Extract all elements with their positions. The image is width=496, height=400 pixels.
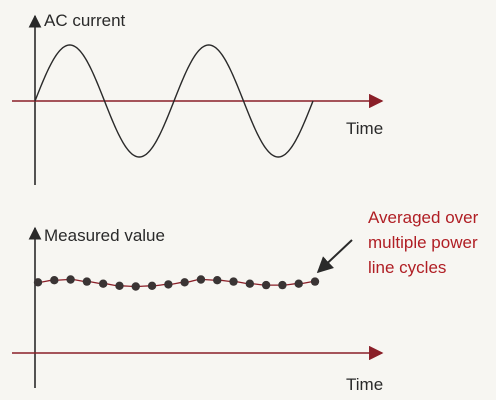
measured-point <box>115 281 124 290</box>
measured-trace <box>37 278 316 288</box>
annotation-line-2: multiple power <box>368 233 478 252</box>
ac-sine-wave <box>34 44 314 158</box>
bottom-panel: Measured value Time Averaged over multip… <box>12 208 479 394</box>
measured-point <box>196 275 206 284</box>
top-y-label: AC current <box>44 11 126 30</box>
measured-point <box>50 276 59 285</box>
measured-point <box>33 278 43 287</box>
measured-point <box>229 277 238 286</box>
measured-point <box>294 279 303 288</box>
measured-point <box>164 280 173 289</box>
annotation-line-1: Averaged over <box>368 208 479 227</box>
measured-point <box>310 277 320 286</box>
annotation-arrow <box>316 239 353 274</box>
annotation-line-3: line cycles <box>368 258 446 277</box>
top-panel: AC current Time <box>12 11 384 185</box>
measured-point <box>147 281 157 290</box>
measured-point <box>180 278 189 287</box>
bottom-x-label: Time <box>346 375 383 394</box>
measured-point <box>131 282 140 291</box>
measured-point <box>82 277 92 286</box>
measured-points <box>33 275 320 291</box>
annotation: Averaged over multiple power line cycles <box>368 208 479 277</box>
measured-point <box>213 276 222 285</box>
measured-point <box>278 280 287 290</box>
measured-point <box>245 279 255 288</box>
measured-point <box>66 275 75 284</box>
bottom-y-label: Measured value <box>44 226 165 245</box>
measured-point <box>261 280 271 290</box>
measured-point <box>98 279 108 288</box>
top-x-label: Time <box>346 119 383 138</box>
